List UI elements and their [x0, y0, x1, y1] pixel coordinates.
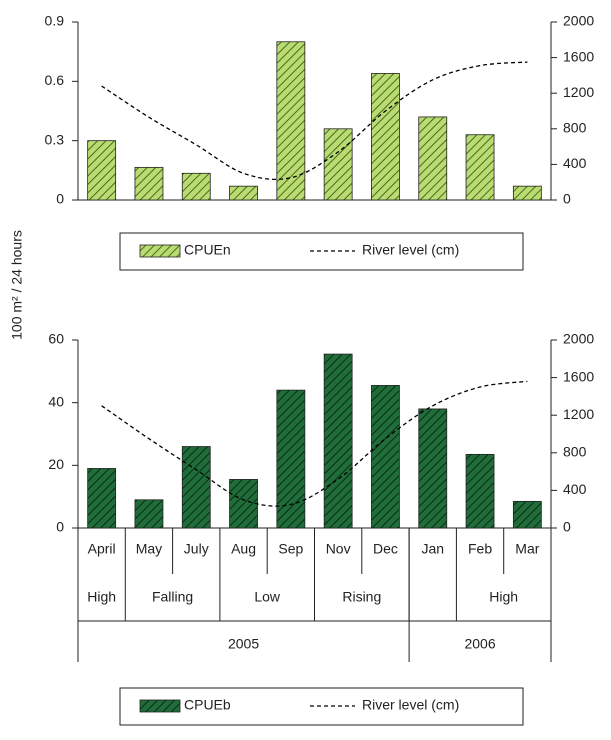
bar — [512, 185, 542, 201]
x-tick-label: Dec — [373, 541, 398, 557]
bar — [181, 446, 211, 529]
bar — [465, 453, 495, 529]
river-line — [101, 61, 528, 181]
y2-tick-label: 1600 — [563, 368, 594, 384]
bar — [323, 128, 353, 201]
x-tick-label: April — [88, 541, 116, 557]
bar — [371, 73, 400, 201]
season-label: Rising — [342, 589, 381, 605]
y2-tick-label: 1600 — [563, 48, 594, 64]
y-tick-label: 0.9 — [45, 13, 65, 29]
x-tick-label: Nov — [326, 541, 351, 557]
legend-label: River level (cm) — [362, 697, 459, 713]
season-label: High — [87, 589, 116, 605]
bar — [465, 134, 495, 201]
river-line — [101, 380, 528, 507]
y-tick-label: 40 — [48, 393, 64, 409]
y2-tick-label: 400 — [563, 155, 587, 171]
x-tick-label: Jan — [421, 541, 444, 557]
y2-tick-label: 400 — [563, 481, 587, 497]
bar — [418, 116, 448, 201]
year-label: 2005 — [228, 636, 259, 652]
legend-swatch — [139, 244, 181, 258]
bar — [229, 479, 258, 529]
y2-tick-label: 2000 — [563, 331, 594, 347]
y2-tick-label: 1200 — [563, 406, 594, 422]
legend-label: River level (cm) — [362, 242, 459, 258]
y-tick-label: 0 — [56, 519, 64, 535]
y2-tick-label: 2000 — [563, 13, 594, 29]
bar — [276, 41, 306, 201]
season-label: High — [489, 589, 518, 605]
bar — [418, 408, 448, 529]
legend-swatch — [139, 699, 181, 713]
bar — [229, 185, 258, 201]
bar — [134, 166, 164, 201]
bar — [181, 172, 211, 201]
bar — [87, 468, 117, 529]
y2-tick-label: 1200 — [563, 84, 594, 100]
season-label: Low — [254, 589, 281, 605]
y2-tick-label: 800 — [563, 444, 587, 460]
bar — [87, 140, 117, 201]
x-tick-label: Aug — [231, 541, 256, 557]
y-tick-label: 0.6 — [45, 72, 65, 88]
y2-tick-label: 800 — [563, 120, 587, 136]
y2-tick-label: 0 — [563, 519, 571, 535]
bar — [276, 389, 306, 529]
bar — [512, 500, 542, 529]
bar — [371, 385, 400, 529]
legend-box — [119, 232, 524, 271]
x-tick-label: May — [136, 541, 162, 557]
season-label: Falling — [152, 589, 193, 605]
x-tick-label: Sep — [278, 541, 303, 557]
x-tick-label: Mar — [515, 541, 539, 557]
y-tick-label: 60 — [48, 331, 64, 347]
x-tick-label: July — [184, 541, 209, 557]
x-tick-label: Feb — [468, 541, 492, 557]
legend-label: CPUEb — [184, 697, 231, 713]
legend-box — [119, 687, 524, 726]
bar — [323, 353, 353, 529]
y-tick-label: 0.3 — [45, 131, 65, 147]
y-tick-label: 20 — [48, 456, 64, 472]
y-axis-label: 100 m² / 24 hours — [9, 230, 25, 340]
year-label: 2006 — [464, 636, 495, 652]
legend-label: CPUEn — [184, 242, 231, 258]
y-tick-label: 0 — [56, 191, 64, 207]
y2-tick-label: 0 — [563, 191, 571, 207]
bar — [134, 499, 164, 529]
